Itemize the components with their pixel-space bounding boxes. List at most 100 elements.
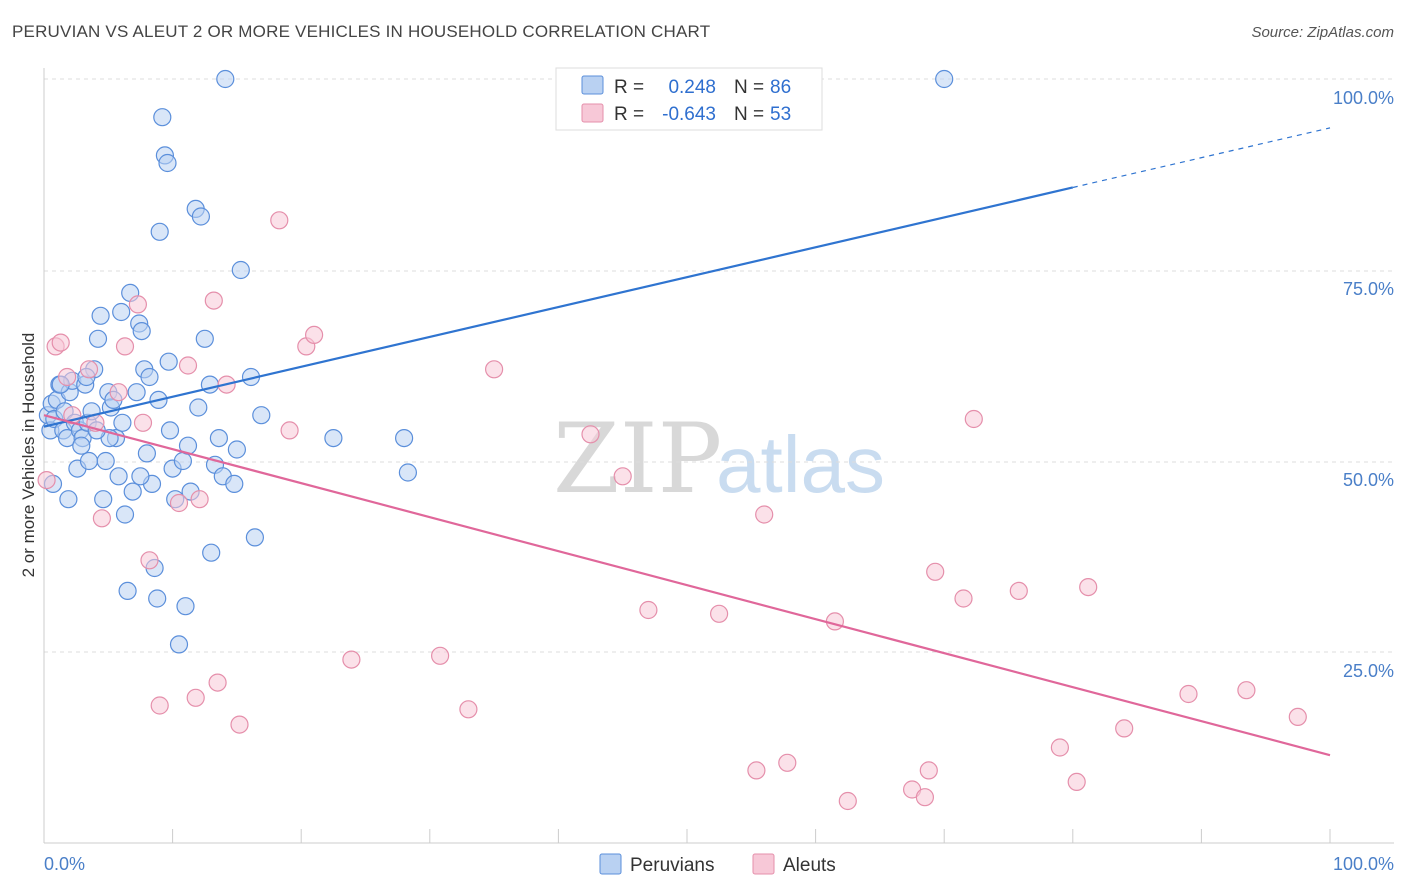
chart-source: Source: ZipAtlas.com xyxy=(1251,24,1394,41)
point-peruvians-31 xyxy=(118,581,137,601)
point-peruvians-68 xyxy=(245,528,264,547)
point-aleuts-16 xyxy=(204,291,223,310)
y-axis-label: 2 or more Vehicles in Household xyxy=(19,333,38,578)
point-aleuts-43 xyxy=(1050,738,1070,757)
point-aleuts-24 xyxy=(342,650,361,669)
point-aleuts-30 xyxy=(709,604,729,623)
point-aleuts-49 xyxy=(1288,707,1307,727)
point-aleuts-51 xyxy=(140,551,159,570)
point-aleuts-21 xyxy=(280,421,299,440)
point-peruvians-51 xyxy=(173,451,192,471)
legend-n-value-peruvians: 86 xyxy=(770,77,791,98)
trend-layer xyxy=(43,127,1331,757)
point-aleuts-2 xyxy=(51,333,70,352)
point-aleuts-19 xyxy=(230,715,249,734)
point-peruvians-17 xyxy=(79,451,99,471)
points-layer xyxy=(37,69,1307,811)
point-peruvians-29 xyxy=(112,302,131,322)
point-peruvians-38 xyxy=(137,444,156,463)
point-aleuts-38 xyxy=(919,761,938,780)
point-aleuts-20 xyxy=(270,211,289,230)
point-aleuts-15 xyxy=(190,490,209,509)
point-peruvians-57 xyxy=(195,329,214,348)
series-aleuts xyxy=(37,211,1307,811)
y-tick-label-25: 25.0% xyxy=(1343,661,1394,681)
watermark-zip: ZIP xyxy=(553,403,722,515)
point-peruvians-23 xyxy=(96,451,115,471)
point-peruvians-63 xyxy=(216,69,235,89)
bottom-legend-swatch-aleuts xyxy=(752,853,775,875)
point-aleuts-52 xyxy=(613,467,632,486)
point-aleuts-41 xyxy=(964,409,983,429)
point-aleuts-26 xyxy=(459,700,478,719)
legend-n-label-peruvians: N = xyxy=(734,77,764,98)
point-peruvians-42 xyxy=(148,589,167,608)
point-peruvians-70 xyxy=(324,429,343,448)
point-aleuts-42 xyxy=(1009,581,1028,601)
point-aleuts-3 xyxy=(57,367,77,387)
legend-r-value-aleuts: -0.643 xyxy=(662,104,716,125)
x-ticks xyxy=(43,829,1331,843)
bottom-legend-label-aleuts: Aleuts xyxy=(783,855,836,876)
point-aleuts-5 xyxy=(79,360,99,379)
point-peruvians-66 xyxy=(231,260,250,280)
point-aleuts-31 xyxy=(747,761,766,780)
point-aleuts-45 xyxy=(1079,577,1098,597)
point-peruvians-36 xyxy=(132,322,151,341)
point-aleuts-34 xyxy=(825,612,845,631)
point-aleuts-32 xyxy=(755,505,774,524)
point-peruvians-59 xyxy=(202,543,221,562)
point-aleuts-27 xyxy=(485,360,504,379)
point-peruvians-30 xyxy=(115,505,135,524)
point-peruvians-80 xyxy=(113,413,132,432)
point-aleuts-17 xyxy=(208,673,227,692)
point-peruvians-33 xyxy=(123,482,142,501)
point-aleuts-25 xyxy=(431,646,450,665)
point-peruvians-75 xyxy=(72,436,91,455)
y-tick-label-50: 50.0% xyxy=(1343,470,1394,490)
point-aleuts-37 xyxy=(915,788,935,807)
point-peruvians-46 xyxy=(158,153,177,173)
legend-r-value-peruvians: 0.248 xyxy=(668,77,716,98)
point-aleuts-7 xyxy=(109,383,128,402)
point-aleuts-40 xyxy=(954,589,973,608)
y-tick-label-100: 100.0% xyxy=(1333,88,1394,108)
point-peruvians-43 xyxy=(150,222,169,241)
point-peruvians-20 xyxy=(88,329,108,348)
point-aleuts-44 xyxy=(1067,772,1086,792)
point-peruvians-56 xyxy=(191,207,210,226)
point-aleuts-23 xyxy=(305,325,324,344)
point-peruvians-72 xyxy=(398,463,417,482)
point-peruvians-71 xyxy=(395,429,414,448)
x-tick-label-min: 0.0% xyxy=(44,854,85,874)
point-aleuts-8 xyxy=(115,337,135,356)
point-peruvians-34 xyxy=(127,383,146,402)
x-tick-label-max: 100.0% xyxy=(1333,854,1394,874)
axes xyxy=(43,68,1394,844)
point-peruvians-22 xyxy=(94,490,113,509)
legend: R = 0.248 N = 86 R = -0.643 N = 53 xyxy=(555,67,823,131)
point-peruvians-61 xyxy=(209,429,228,448)
watermark: ZIP atlas xyxy=(553,403,885,515)
bottom-legend-swatch-peruvians xyxy=(599,853,622,875)
point-peruvians-65 xyxy=(227,440,246,459)
point-peruvians-64 xyxy=(225,474,244,493)
point-peruvians-44 xyxy=(153,108,172,127)
point-peruvians-74 xyxy=(59,490,78,509)
point-aleuts-28 xyxy=(581,425,600,444)
bottom-legend-label-peruvians: Peruvians xyxy=(630,855,715,876)
point-aleuts-0 xyxy=(37,471,56,490)
trendline-extension-peruvians xyxy=(1072,127,1331,189)
watermark-atlas: atlas xyxy=(716,420,885,509)
point-peruvians-39 xyxy=(140,367,159,387)
point-peruvians-83 xyxy=(159,352,178,371)
y-tick-label-75: 75.0% xyxy=(1343,279,1394,299)
point-peruvians-50 xyxy=(169,635,189,654)
point-aleuts-13 xyxy=(178,356,198,375)
point-aleuts-35 xyxy=(838,791,857,811)
point-aleuts-47 xyxy=(1179,684,1198,704)
point-aleuts-33 xyxy=(778,753,797,772)
point-aleuts-9 xyxy=(128,295,147,314)
legend-swatch-aleuts xyxy=(581,103,604,123)
